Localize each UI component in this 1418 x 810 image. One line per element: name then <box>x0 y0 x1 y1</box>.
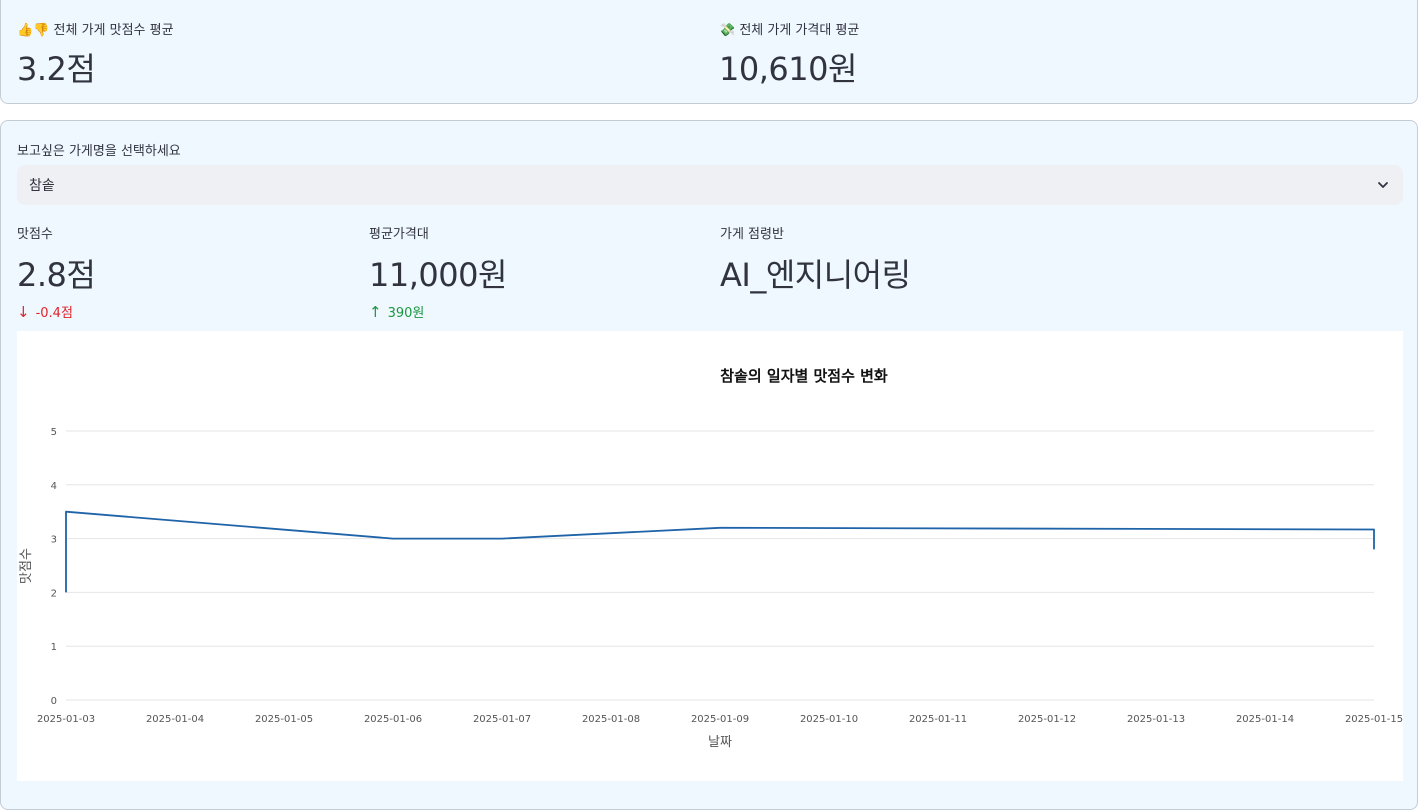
taste-delta-text: -0.4점 <box>35 306 73 321</box>
chevron-down-icon <box>1378 182 1388 188</box>
store-select-label: 보고싶은 가게명을 선택하세요 <box>17 144 181 159</box>
x-tick-label: 2025-01-06 <box>364 714 422 725</box>
chart-grid <box>66 430 1374 701</box>
taste-metric: 맛점수 2.8점 ↓ -0.4점 <box>17 223 96 322</box>
avg-price-value: 10,610원 <box>719 50 857 88</box>
owner-label: 가게 점령반 <box>720 227 784 242</box>
owner-value: AI_엔지니어링 <box>720 256 911 294</box>
x-tick-label: 2025-01-12 <box>1018 714 1076 725</box>
avg-taste-metric: 👍👎 전체 가게 맛점수 평균 3.2점 <box>17 19 174 90</box>
price-label: 평균가격대 <box>369 227 429 242</box>
x-tick-label: 2025-01-10 <box>800 714 858 725</box>
arrow-up-icon: ↑ <box>369 302 382 321</box>
store-select[interactable]: 참솥 <box>17 165 1403 205</box>
x-tick-label: 2025-01-05 <box>255 714 313 725</box>
x-axis-ticks: 2025-01-03 2025-01-04 2025-01-05 2025-01-06… <box>37 714 1403 725</box>
avg-taste-label-text: 전체 가게 맛점수 평균 <box>53 23 174 38</box>
y-tick-label: 1 <box>51 642 57 653</box>
y-tick-label: 3 <box>51 535 57 546</box>
taste-label: 맛점수 <box>17 227 53 242</box>
chart-title: 참솥의 일자별 맛점수 변화 <box>720 367 888 385</box>
y-tick-label: 2 <box>51 588 57 599</box>
store-select-value: 참솥 <box>29 178 55 194</box>
price-metric: 평균가격대 11,000원 ↑ 390원 <box>369 223 507 321</box>
chart-series <box>65 510 1375 593</box>
taste-value: 2.8점 <box>17 256 96 294</box>
x-axis-title: 날짜 <box>708 735 732 750</box>
x-tick-label: 2025-01-08 <box>582 714 640 725</box>
price-delta: ↑ 390원 <box>369 302 507 322</box>
store-panel: 보고싶은 가게명을 선택하세요 참솥 맛점수 2.8점 ↓ -0.4점 평균가격… <box>0 120 1418 810</box>
money-icon: 💸 <box>719 23 736 38</box>
x-tick-label: 2025-01-03 <box>37 714 95 725</box>
arrow-down-icon: ↓ <box>17 302 30 321</box>
avg-taste-value: 3.2점 <box>17 50 96 88</box>
taste-delta: ↓ -0.4점 <box>17 302 95 322</box>
series-line <box>65 510 1375 593</box>
x-tick-label: 2025-01-09 <box>691 714 749 725</box>
avg-price-label: 💸 전체 가게 가격대 평균 <box>719 19 859 38</box>
owner-metric: 가게 점령반 AI_엔지니어링 <box>720 223 911 296</box>
y-tick-label: 0 <box>51 696 57 707</box>
y-axis-title: 맛점수 <box>19 548 34 584</box>
x-tick-label: 2025-01-15 <box>1345 714 1403 725</box>
y-tick-label: 4 <box>51 481 57 492</box>
y-axis-ticks: 0 1 2 3 4 5 <box>51 427 57 707</box>
price-value: 11,000원 <box>369 256 507 294</box>
avg-taste-label: 👍👎 전체 가게 맛점수 평균 <box>17 19 174 38</box>
x-tick-label: 2025-01-04 <box>146 714 204 725</box>
thumbs-icon: 👍👎 <box>17 23 50 38</box>
avg-price-label-text: 전체 가게 가격대 평균 <box>739 23 860 38</box>
x-tick-label: 2025-01-11 <box>909 714 967 725</box>
x-tick-label: 2025-01-14 <box>1236 714 1294 725</box>
avg-price-metric: 💸 전체 가게 가격대 평균 10,610원 <box>719 19 859 90</box>
y-tick-label: 5 <box>51 427 57 438</box>
x-tick-label: 2025-01-07 <box>473 714 531 725</box>
x-tick-label: 2025-01-13 <box>1127 714 1185 725</box>
price-delta-text: 390원 <box>387 306 425 321</box>
summary-panel: 👍👎 전체 가게 맛점수 평균 3.2점 💸 전체 가게 가격대 평균 10,6… <box>0 0 1418 104</box>
